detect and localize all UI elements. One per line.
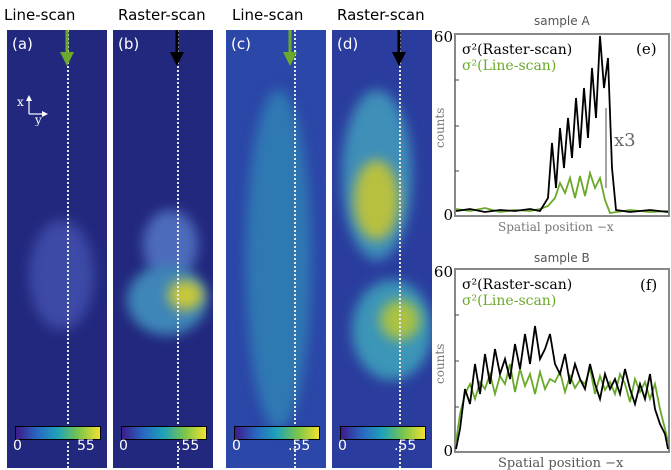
arrow-indicator xyxy=(60,30,74,66)
panel-label: (d) xyxy=(337,35,359,53)
panel-label: (a) xyxy=(12,35,33,53)
arrow-indicator xyxy=(170,30,184,66)
colorbar-max: 55 xyxy=(77,438,95,454)
panel-label: (b) xyxy=(118,35,140,53)
y-axis-label: counts xyxy=(433,344,447,384)
colorbar-min: 0 xyxy=(13,438,22,454)
header-raster-scan-2: Raster-scan xyxy=(337,6,425,24)
signal-hotspot xyxy=(354,160,399,240)
graph-e: 60 0 counts Spatial position −x x3 σ²(Ra… xyxy=(433,28,670,234)
graph-f: 60 0 counts Spatial position −x σ²(Raste… xyxy=(433,264,670,470)
legend-line: σ²(Line-scan) xyxy=(462,293,556,309)
colorbar xyxy=(340,426,426,440)
signal-blob xyxy=(246,90,311,430)
axes-glyph: x y xyxy=(17,95,48,126)
ytick-top: 60 xyxy=(434,264,453,281)
panel-d: (d) 0 .55 xyxy=(332,30,432,468)
axis-y-glyph: y xyxy=(34,113,42,126)
colorbar-max: .55 xyxy=(288,438,311,454)
colorbar-min: 0 xyxy=(232,438,241,454)
ytick-bottom: 0 xyxy=(443,442,453,460)
colorbar-max: .55 xyxy=(177,438,200,454)
graph-label-f: (f) xyxy=(640,276,657,294)
arrow-indicator xyxy=(283,30,297,66)
header-line-scan-2: Line-scan xyxy=(232,6,304,24)
colorbar xyxy=(234,426,320,440)
signal-hotspot xyxy=(168,280,203,310)
scan-line xyxy=(399,30,401,468)
scan-line xyxy=(67,30,69,468)
y-axis-label: counts xyxy=(433,108,447,148)
legend-line: σ²(Line-scan) xyxy=(462,58,556,74)
raster-scan-series xyxy=(455,325,669,450)
scan-line xyxy=(294,30,296,468)
panel-a: (a) x y 0 55 xyxy=(7,30,107,468)
x3-annotation: x3 xyxy=(614,130,636,151)
graph-title-a: sample A xyxy=(534,14,590,28)
arrow-indicator xyxy=(392,30,406,66)
panel-c: (c) 0 .55 xyxy=(226,30,326,468)
colorbar-min: 0 xyxy=(119,438,128,454)
line-scan-series xyxy=(455,169,669,214)
ytick-bottom: 0 xyxy=(443,206,453,224)
colorbar xyxy=(121,426,207,440)
legend-raster: σ²(Raster-scan) xyxy=(462,277,572,293)
graph-label-e: (e) xyxy=(636,40,657,58)
x-axis-label: Spatial position −x xyxy=(498,220,614,234)
colorbar xyxy=(15,426,101,440)
raster-scan-series xyxy=(455,35,669,213)
x-axis-label: Spatial position −x xyxy=(498,456,624,470)
scan-line xyxy=(177,30,179,468)
colorbar-min: 0 xyxy=(338,438,347,454)
ytick-top: 60 xyxy=(434,28,453,46)
header-line-scan-1: Line-scan xyxy=(4,6,76,24)
legend-raster: σ²(Raster-scan) xyxy=(462,42,572,58)
signal-blob xyxy=(29,220,94,330)
panel-label: (c) xyxy=(231,35,251,53)
axis-x-glyph: x xyxy=(17,95,24,109)
panel-b: (b) 0 .55 xyxy=(113,30,213,468)
colorbar-max: .55 xyxy=(394,438,417,454)
header-raster-scan-1: Raster-scan xyxy=(118,6,206,24)
graph-title-b: sample B xyxy=(534,251,590,265)
